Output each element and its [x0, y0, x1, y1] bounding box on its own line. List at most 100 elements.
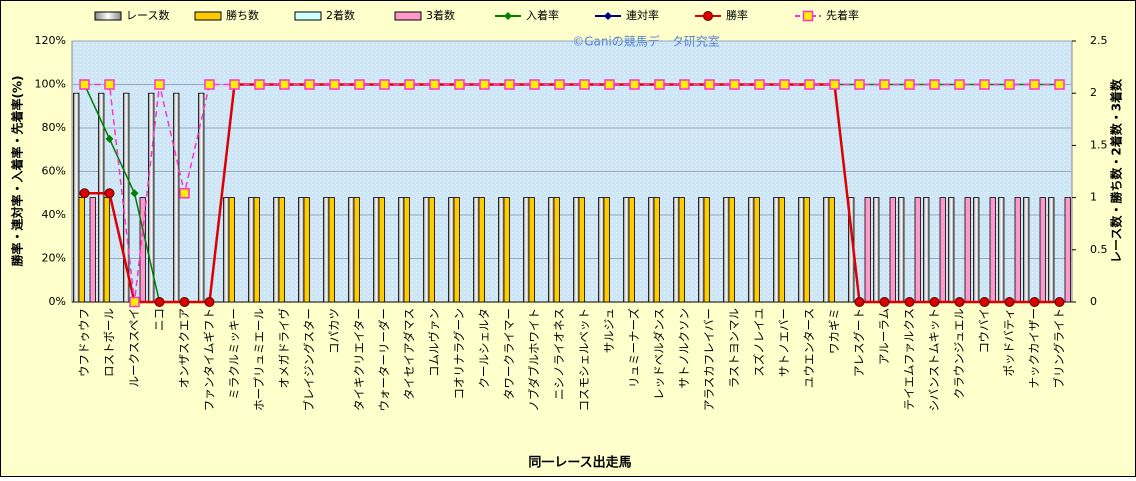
marker: [105, 134, 114, 143]
bar: [228, 197, 235, 303]
y-axis-title: 勝率・連対率・入着率・先着率(%): [10, 76, 25, 267]
bar: [1014, 197, 1021, 303]
marker: [454, 79, 465, 90]
x-tick-label: ファンタイムギフト: [202, 308, 216, 411]
legend-label: 連対率: [626, 8, 659, 22]
marker: [704, 79, 715, 90]
bar: [548, 197, 555, 303]
x-tick-label: ブリングライト: [1052, 308, 1066, 389]
x-tick-label: サトノエバー: [777, 308, 791, 377]
marker: [1029, 297, 1040, 307]
x-tick-label: ルークススペイ: [127, 308, 141, 387]
bar: [864, 197, 871, 303]
marker: [854, 79, 865, 90]
marker: [404, 79, 415, 90]
y-tick-label: 60%: [42, 165, 66, 178]
bar: [873, 197, 880, 303]
bar: [403, 197, 410, 303]
y2-tick-label: 0.5: [1090, 243, 1108, 256]
bar: [278, 197, 285, 303]
x-tick-label: クラウンジュエル: [952, 308, 966, 399]
bar: [503, 197, 510, 303]
y2-tick-label: 2.5: [1090, 34, 1108, 47]
bar: [628, 197, 635, 303]
marker: [804, 79, 815, 90]
legend-label: 3着数: [426, 8, 455, 22]
legend-swatch: [294, 11, 322, 21]
bar: [103, 197, 110, 303]
legend-label: 勝率: [726, 8, 748, 22]
x-tick-label: シバンストムキット: [927, 308, 941, 412]
y2-axis-title: レース数・勝ち数・2着数・3着数: [1109, 78, 1124, 263]
bar: [273, 197, 280, 303]
marker: [703, 11, 713, 21]
bar: [653, 197, 660, 303]
bar: [378, 197, 385, 303]
x-tick-label: リュミーナーズ: [627, 308, 641, 388]
y2-tick-label: 1: [1090, 191, 1097, 204]
marker: [854, 297, 865, 307]
marker: [954, 79, 965, 90]
marker: [304, 79, 315, 90]
marker: [104, 188, 115, 199]
bar: [1023, 197, 1030, 303]
bar: [939, 197, 946, 303]
bar: [1064, 197, 1071, 303]
line: [84, 83, 1060, 303]
x-tick-label: コスモシェルベット: [577, 308, 591, 412]
bar: [223, 197, 230, 303]
x-tick-label: ブレイジングスター: [302, 308, 316, 412]
x-tick-label: ニコ: [152, 308, 166, 331]
bar: [198, 92, 205, 303]
marker: [904, 79, 915, 90]
marker: [779, 79, 790, 90]
x-axis-title: 同一レース出走馬: [528, 455, 631, 471]
marker: [879, 79, 890, 90]
marker: [429, 79, 440, 90]
marker: [604, 12, 612, 20]
marker: [154, 79, 165, 90]
bar: [623, 197, 630, 303]
x-tick-label: オンザスクエア: [177, 308, 191, 388]
marker: [754, 79, 765, 90]
marker: [1004, 297, 1015, 307]
bar: [253, 197, 260, 303]
marker: [204, 79, 215, 90]
marker: [729, 79, 740, 90]
bar: [964, 197, 971, 303]
bar: [573, 197, 580, 303]
bar: [323, 197, 330, 303]
bar: [328, 197, 335, 303]
bar: [1048, 197, 1055, 303]
marker: [679, 79, 690, 90]
bar: [889, 197, 896, 303]
marker: [954, 297, 965, 307]
marker: [529, 79, 540, 90]
x-tick-label: コオリナラグーン: [452, 308, 466, 399]
y-tick-label: 40%: [42, 208, 66, 221]
bar: [914, 197, 921, 303]
legend-swatch: [94, 11, 122, 21]
marker: [504, 79, 515, 90]
x-tick-label: ユウエンタース: [802, 308, 816, 388]
marker: [929, 79, 940, 90]
bar: [728, 197, 735, 303]
x-tick-label: ホープリュミエール: [252, 308, 266, 411]
x-tick-label: ニシノライオネス: [552, 308, 566, 400]
marker: [79, 188, 90, 199]
bar: [423, 197, 430, 303]
marker: [1004, 79, 1015, 90]
marker: [979, 297, 990, 307]
marker: [179, 188, 190, 199]
x-tick-label: タワークライマー: [502, 308, 516, 400]
bar: [773, 197, 780, 303]
bar: [173, 92, 180, 303]
x-tick-label: タイキクリエイター: [352, 308, 366, 411]
bar: [828, 197, 835, 303]
bar: [148, 92, 155, 303]
marker: [879, 297, 890, 307]
x-tick-label: ポッドバティ: [1002, 308, 1016, 376]
marker: [929, 297, 940, 307]
marker: [329, 79, 340, 90]
